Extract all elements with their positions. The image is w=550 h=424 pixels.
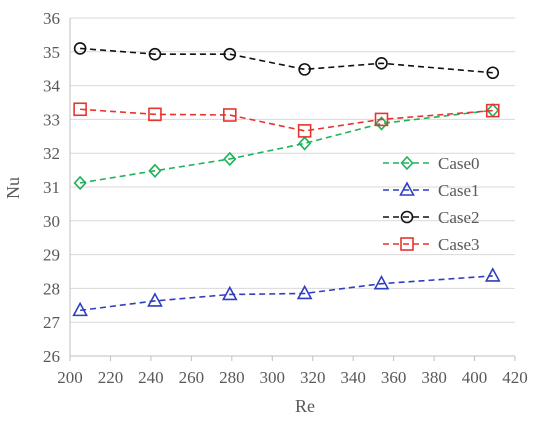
y-tick-label: 26 — [43, 347, 60, 366]
data-point-case3 — [148, 107, 162, 122]
legend-label: Case2 — [438, 208, 480, 227]
y-tick-label: 28 — [43, 279, 60, 298]
legend-item-case1: Case1 — [383, 181, 480, 200]
series-case0 — [73, 103, 500, 191]
series-case2 — [73, 42, 500, 80]
legend-marker — [400, 155, 414, 171]
x-tick-label: 240 — [138, 368, 164, 387]
x-tick-label: 400 — [462, 368, 488, 387]
x-tick-labels: 200 220 240 260 280 300 320 340 360 380 400 420 — [57, 368, 528, 387]
data-point-case1 — [147, 292, 163, 307]
series-layer — [72, 42, 501, 317]
series-line-case1 — [80, 275, 493, 312]
data-point-case2 — [73, 42, 87, 55]
y-tick-label: 34 — [43, 77, 61, 96]
y-tick-labels: 26 27 28 29 30 31 32 33 34 35 36 — [43, 9, 61, 366]
data-point-case1 — [221, 285, 238, 301]
series-case1 — [72, 267, 501, 317]
legend: Case0 Case1 Case2 Case3 — [383, 154, 480, 254]
data-point-case3 — [374, 112, 389, 127]
y-tick-label: 33 — [43, 110, 60, 129]
axes — [69, 18, 516, 361]
x-tick-label: 220 — [98, 368, 124, 387]
legend-marker — [400, 210, 414, 224]
data-point-case2 — [486, 66, 500, 80]
legend-label: Case1 — [438, 181, 480, 200]
x-tick-label: 320 — [300, 368, 326, 387]
legend-item-case0: Case0 — [383, 154, 480, 173]
x-tick-label: 260 — [179, 368, 205, 387]
data-point-case3 — [485, 103, 500, 118]
x-tick-label: 200 — [57, 368, 83, 387]
data-point-case0 — [223, 151, 237, 167]
legend-label: Case3 — [438, 235, 480, 254]
y-axis-title: Nu — [3, 177, 23, 199]
x-tick-label: 340 — [340, 368, 366, 387]
x-tick-label: 360 — [381, 368, 407, 387]
series-line-case0 — [79, 109, 493, 184]
data-point-case1 — [72, 301, 88, 317]
y-tick-label: 27 — [43, 313, 61, 332]
series-line-case3 — [80, 108, 493, 132]
data-point-case1 — [373, 274, 390, 290]
data-point-case2 — [375, 56, 388, 70]
legend-item-case3: Case3 — [383, 235, 480, 254]
series-case3 — [73, 102, 500, 138]
x-axis-title: Re — [295, 396, 315, 416]
data-point-case0 — [374, 116, 389, 131]
y-tick-label: 29 — [43, 246, 60, 265]
legend-marker — [400, 237, 414, 251]
x-tick-label: 280 — [219, 368, 245, 387]
data-point-case1 — [484, 267, 501, 282]
legend-marker — [399, 181, 415, 196]
y-tick-label: 35 — [43, 43, 60, 62]
data-point-case2 — [298, 63, 311, 76]
x-tick-label: 300 — [260, 368, 286, 387]
data-point-case0 — [148, 163, 162, 178]
series-line-case2 — [80, 47, 493, 74]
data-point-case1 — [296, 284, 313, 300]
data-point-case0 — [298, 136, 312, 151]
data-point-case3 — [73, 102, 87, 117]
y-tick-label: 30 — [43, 212, 60, 231]
data-point-case2 — [223, 47, 237, 61]
gridlines — [70, 17, 515, 357]
data-point-case2 — [148, 47, 162, 61]
y-tick-label: 32 — [43, 144, 60, 163]
data-point-case3 — [222, 108, 237, 122]
x-tick-label: 420 — [502, 368, 528, 387]
y-tick-label: 36 — [43, 9, 60, 28]
data-point-case3 — [297, 124, 312, 138]
legend-item-case2: Case2 — [383, 208, 480, 227]
x-tick-label: 380 — [421, 368, 447, 387]
data-point-case0 — [73, 175, 87, 191]
y-tick-label: 31 — [43, 178, 60, 197]
legend-label: Case0 — [438, 154, 480, 173]
